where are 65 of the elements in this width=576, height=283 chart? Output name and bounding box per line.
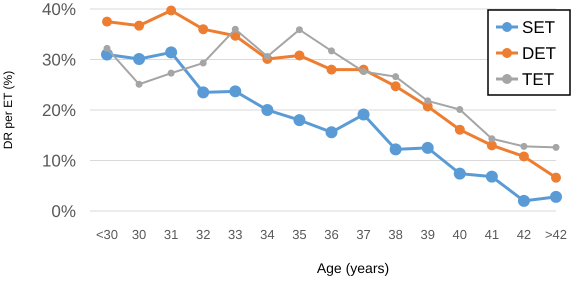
point — [358, 108, 370, 121]
point — [166, 6, 176, 16]
point — [552, 144, 560, 151]
point — [392, 73, 400, 80]
point — [102, 16, 112, 27]
point — [261, 104, 274, 116]
point — [360, 68, 368, 76]
point — [165, 46, 178, 58]
point — [456, 106, 464, 113]
x-tick-label: 34 — [260, 227, 275, 242]
point — [168, 70, 175, 77]
point — [136, 80, 143, 88]
point — [198, 24, 208, 34]
point — [133, 52, 146, 65]
point — [424, 97, 432, 104]
y-tick-label: 40% — [42, 0, 76, 19]
legend-label: DET — [522, 44, 556, 63]
point — [197, 86, 210, 98]
x-tick-label: 31 — [164, 227, 178, 242]
x-tick-label: 36 — [324, 227, 339, 242]
point — [518, 194, 530, 207]
y-tick-label: 10% — [42, 151, 76, 170]
point — [134, 20, 144, 31]
point — [486, 170, 498, 183]
x-tick-label: 38 — [388, 227, 403, 242]
x-tick-label: 40 — [452, 227, 468, 242]
point — [390, 143, 402, 156]
point — [488, 135, 496, 142]
point — [232, 26, 239, 33]
point — [550, 190, 562, 203]
point — [454, 124, 465, 135]
x-axis-title: Age (years) — [316, 260, 390, 276]
y-tick-label: 20% — [42, 100, 76, 120]
x-tick-label: 42 — [516, 227, 532, 242]
point — [328, 47, 335, 54]
x-tick-label: 35 — [292, 227, 307, 242]
point — [326, 126, 338, 138]
legend-label: TET — [522, 70, 554, 89]
x-tick-label: 39 — [420, 227, 435, 242]
point — [104, 44, 110, 52]
point — [551, 172, 561, 183]
x-tick-label: 37 — [356, 227, 371, 242]
point — [486, 140, 497, 150]
y-tick-label: 0% — [51, 202, 76, 221]
point — [326, 64, 336, 75]
point — [390, 81, 401, 92]
x-tick-label: >42 — [544, 227, 568, 242]
point — [518, 151, 529, 162]
y-axis-title: DR per ET (%) — [1, 70, 15, 150]
x-tick-label: 30 — [132, 227, 146, 242]
point — [264, 52, 271, 60]
point — [454, 168, 466, 180]
point — [293, 114, 306, 126]
x-tick-label: 32 — [196, 227, 210, 242]
point — [422, 142, 434, 154]
x-tick-label: 41 — [484, 227, 500, 242]
point — [200, 60, 207, 67]
x-tick-label: <30 — [96, 227, 118, 242]
point — [229, 85, 242, 98]
x-tick-label: 33 — [228, 227, 243, 242]
point — [520, 142, 528, 150]
y-tick-label: 30% — [42, 50, 76, 70]
point — [296, 26, 303, 34]
legend-label: SET — [522, 18, 556, 37]
point — [294, 50, 304, 60]
